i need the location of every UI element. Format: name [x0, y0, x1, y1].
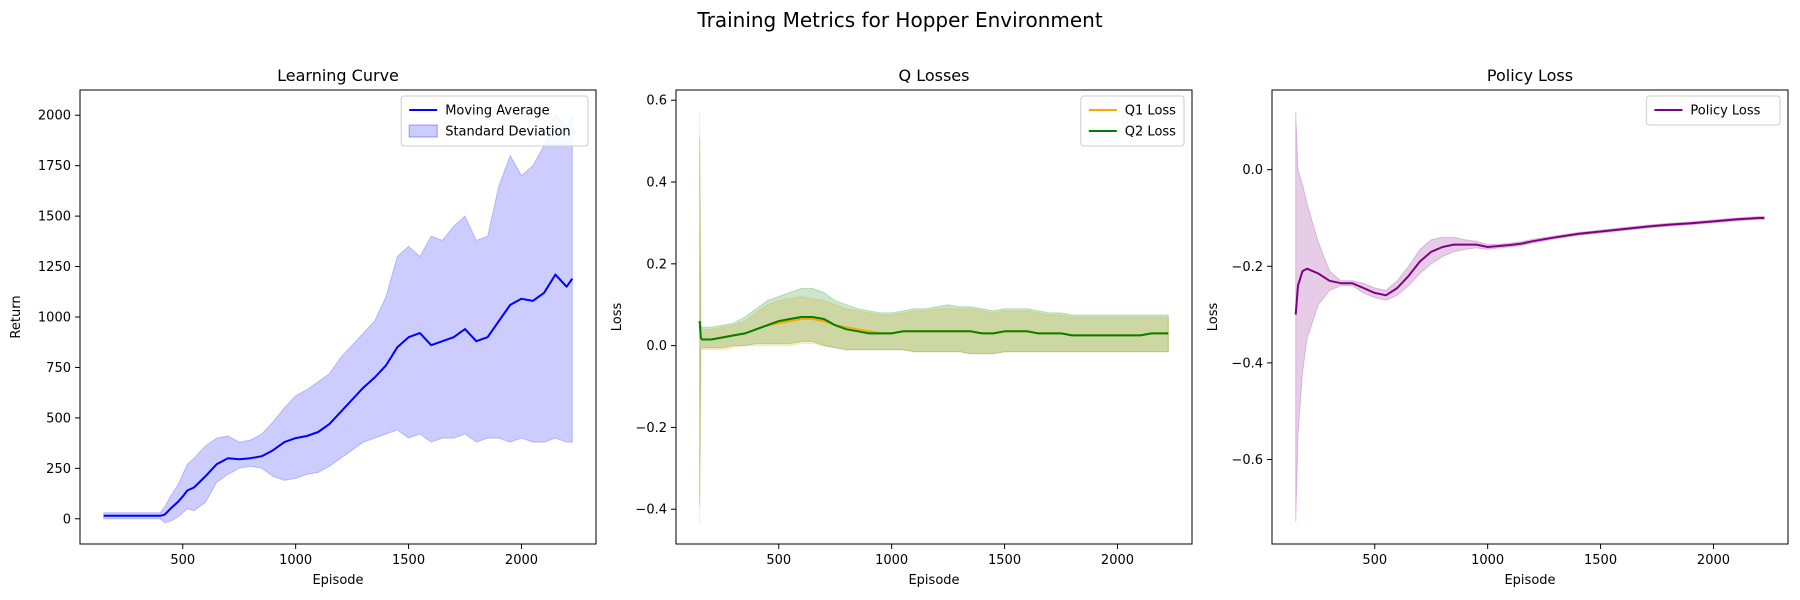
x-tick-label: 1500: [988, 553, 1021, 568]
legend-box: [1645, 95, 1781, 126]
legend: Policy Loss: [1645, 95, 1781, 126]
x-tick-label: 2000: [1697, 553, 1730, 568]
y-tick-label: −0.2: [1231, 260, 1263, 275]
figure-suptitle: Training Metrics for Hopper Environment: [696, 8, 1103, 32]
y-tick-label: 0: [63, 512, 71, 527]
plot-area: [1294, 111, 1765, 523]
y-tick-label: 250: [46, 462, 71, 477]
x-tick-label: 1500: [1584, 553, 1617, 568]
y-tick-label: 0.6: [646, 94, 667, 109]
legend-label: Standard Deviation: [445, 125, 570, 140]
x-axis-label: Episode: [1504, 573, 1555, 588]
y-tick-label: −0.6: [1231, 453, 1263, 468]
subplots: 500 1000 1500 2000 0 250 500 750 1000 1250 1500 175…: [9, 66, 1789, 588]
legend-swatch: [408, 124, 438, 138]
subplot-2: 500 1000 1500 2000 −0.4 −0.2 0.0 0.2 0.4 0.6 Q Los…: [610, 66, 1193, 588]
x-axis-label: Episode: [908, 573, 959, 588]
band-standard-deviation: [103, 113, 573, 524]
subplot-title: Policy Loss: [1487, 66, 1573, 85]
subplot-title: Learning Curve: [277, 66, 399, 85]
y-axis-label: Loss: [610, 303, 625, 332]
legend: Moving Average Standard Deviation: [400, 95, 589, 147]
y-tick-label: 0.2: [646, 257, 667, 272]
legend-label: Q1 Loss: [1125, 104, 1176, 119]
x-tick-label: 1000: [1471, 553, 1504, 568]
x-tick-label: 1000: [279, 553, 312, 568]
y-tick-label: 2000: [38, 109, 71, 124]
plot-area: [698, 112, 1169, 526]
legend-label: Q2 Loss: [1125, 125, 1176, 140]
band-policy-loss-band: [1295, 111, 1765, 523]
y-axis-label: Loss: [1206, 303, 1221, 332]
y-tick-label: 1500: [38, 210, 71, 225]
y-tick-label: 1750: [38, 159, 71, 174]
y-tick-label: 1000: [38, 311, 71, 326]
y-tick-label: 1250: [38, 260, 71, 275]
y-tick-label: 0.0: [646, 339, 667, 354]
legend: Q1 Loss Q2 Loss: [1080, 95, 1185, 147]
legend-box: [1080, 95, 1185, 147]
line-moving-average: [103, 273, 574, 517]
x-tick-label: 500: [1362, 553, 1387, 568]
band-q1-band: [699, 112, 1169, 526]
plot-area: [103, 113, 574, 524]
axes-frame: [1271, 89, 1789, 545]
x-tick-label: 1500: [392, 553, 425, 568]
axes-frame: [675, 89, 1193, 545]
y-tick-label: −0.2: [635, 421, 667, 436]
line-policy-loss: [1294, 217, 1765, 315]
x-axis-label: Episode: [312, 573, 363, 588]
legend-label: Moving Average: [445, 104, 549, 119]
y-tick-label: 500: [46, 411, 71, 426]
x-tick-label: 500: [170, 553, 195, 568]
line-q2-loss: [698, 316, 1169, 341]
y-axis-label: Return: [9, 295, 24, 338]
legend-label: Policy Loss: [1690, 104, 1760, 119]
y-tick-label: 750: [46, 361, 71, 376]
x-tick-label: 2000: [505, 553, 538, 568]
y-tick-label: 0.0: [1242, 163, 1263, 178]
y-tick-label: −0.4: [635, 503, 667, 518]
subplot-3: 500 1000 1500 2000 −0.6 −0.4 −0.2 0.0 Policy Los…: [1206, 66, 1789, 588]
subplot-1: 500 1000 1500 2000 0 250 500 750 1000 1250 1500 175…: [9, 66, 597, 588]
band-q2-band: [699, 136, 1169, 506]
x-tick-label: 1000: [875, 553, 908, 568]
subplot-title: Q Losses: [899, 66, 970, 85]
x-tick-label: 2000: [1101, 553, 1134, 568]
x-tick-label: 500: [766, 553, 791, 568]
y-tick-label: −0.4: [1231, 356, 1263, 371]
y-tick-label: 0.4: [646, 176, 667, 191]
legend-box: [400, 95, 589, 147]
